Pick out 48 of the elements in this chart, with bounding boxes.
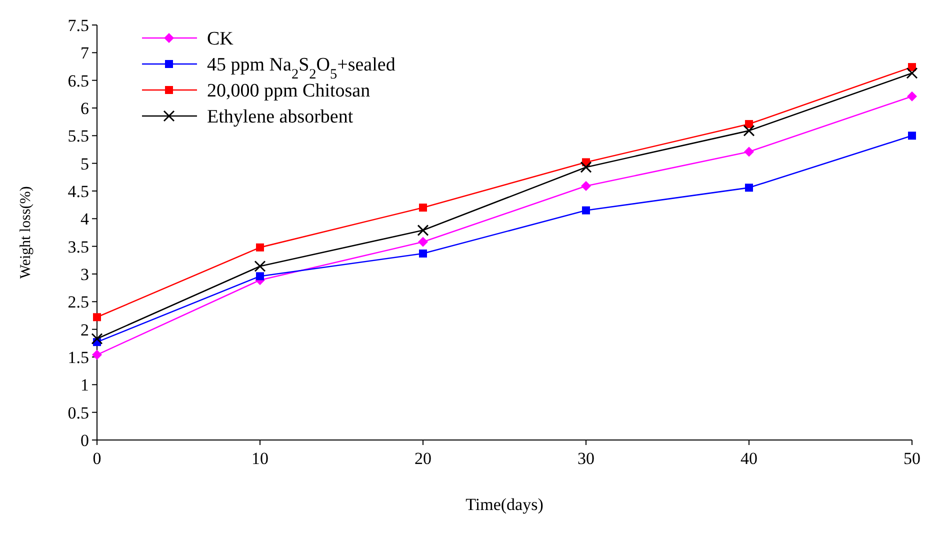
y-tick-label: 6.5: [68, 71, 89, 90]
point: [93, 313, 101, 322]
x-tick-label: 40: [740, 449, 758, 468]
y-tick-label: 1.5: [68, 348, 89, 367]
y-tick-label: 1: [80, 376, 89, 395]
point: [417, 224, 429, 236]
legend-label: 20,000 ppm Chitosan: [207, 80, 371, 102]
y-tick-label: 0.5: [68, 403, 89, 422]
y-tick-label: 5: [80, 154, 89, 174]
y-tick-label: 3.5: [68, 237, 89, 256]
point: [745, 120, 753, 128]
y-tick-label: 4: [80, 210, 90, 229]
y-tick-label: 2.5: [68, 292, 89, 312]
y-tick-label: 2: [80, 320, 89, 340]
point: [91, 332, 103, 344]
point: [256, 243, 264, 252]
point: [906, 67, 918, 79]
point: [744, 146, 754, 157]
y-tick-label: 7.5: [68, 16, 89, 35]
point: [743, 124, 755, 136]
x-axis-title: Time(days): [466, 495, 544, 514]
y-tick-label: 4.5: [68, 182, 89, 201]
point: [907, 91, 917, 102]
point: [582, 206, 590, 214]
x-tick-label: 50: [904, 449, 920, 468]
y-axis-title: Weight loss(%): [18, 186, 34, 279]
y-tick-label: 7: [80, 44, 90, 63]
point: [580, 161, 592, 173]
point: [92, 350, 102, 360]
point: [254, 260, 266, 272]
x-tick-label: 20: [414, 449, 432, 468]
legend-label: CK: [207, 28, 234, 50]
y-tick-label: 3: [80, 264, 89, 284]
point: [256, 272, 264, 280]
y-tick-label: 5.5: [68, 126, 89, 146]
point: [419, 250, 427, 258]
x-tick-label: 0: [92, 449, 102, 468]
point: [418, 236, 428, 247]
legend-label: 45 ppm Na$_{2}$S$_{2}$O$_{5}$+sealed: [207, 54, 396, 83]
point: [908, 132, 916, 140]
legend-label: Ethylene absorbent: [207, 106, 354, 128]
x-tick-label: 10: [252, 449, 268, 468]
point: [745, 184, 753, 192]
x-tick-label: 30: [578, 449, 594, 468]
point: [419, 204, 427, 212]
point: [581, 181, 591, 192]
y-tick-label: 0: [80, 430, 89, 450]
y-tick-label: 6: [80, 98, 89, 118]
